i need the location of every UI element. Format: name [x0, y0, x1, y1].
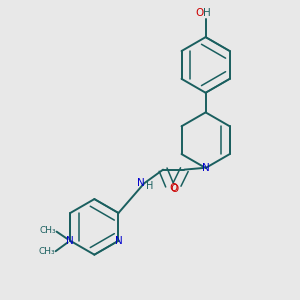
Text: N: N	[137, 178, 145, 188]
Text: O: O	[169, 183, 177, 193]
Text: CH₃: CH₃	[38, 248, 55, 256]
Text: N: N	[202, 163, 209, 173]
Text: N: N	[115, 236, 123, 246]
Text: H: H	[203, 8, 211, 18]
Text: O: O	[170, 184, 178, 194]
Text: O: O	[196, 8, 204, 18]
Text: CH₃: CH₃	[39, 226, 56, 236]
Text: N: N	[66, 236, 74, 246]
Text: H: H	[146, 181, 154, 191]
